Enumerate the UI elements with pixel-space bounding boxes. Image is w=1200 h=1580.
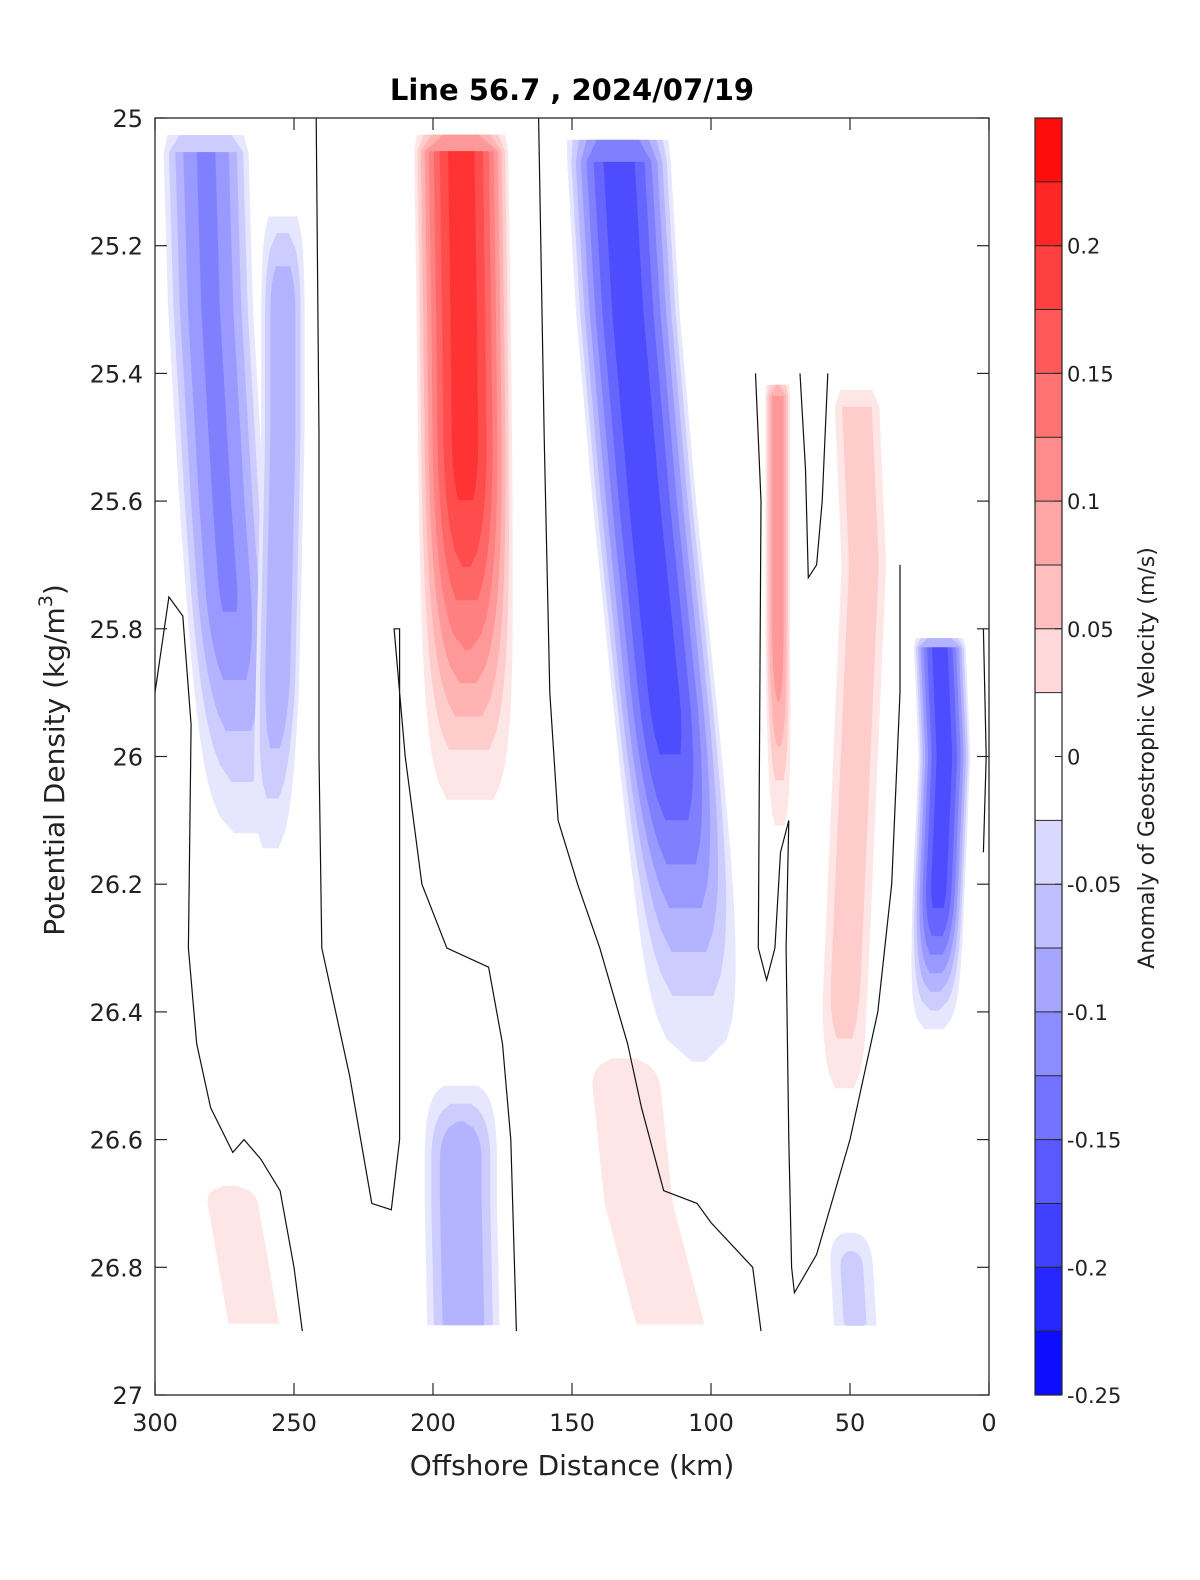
x-tick-label: 50 — [835, 1409, 866, 1437]
x-tick-label: 200 — [410, 1409, 456, 1437]
colorbar-tick-label: -0.25 — [1067, 1384, 1121, 1408]
contour-band — [439, 1121, 485, 1326]
colorbar-segment — [1035, 245, 1062, 310]
x-tick-label: 150 — [549, 1409, 595, 1437]
colorbar-tick-label: -0.15 — [1067, 1129, 1121, 1153]
x-axis-label: Offshore Distance (km) — [410, 1449, 735, 1482]
colorbar-segment — [1035, 118, 1062, 182]
y-tick-label: 26.8 — [90, 1254, 143, 1282]
colorbar-segment — [1035, 820, 1062, 885]
field-core-9 — [207, 1185, 279, 1324]
x-tick-label: 100 — [688, 1409, 734, 1437]
field-core-2 — [414, 134, 513, 800]
y-tick-label: 25.8 — [90, 616, 143, 644]
y-tick-label: 25.2 — [90, 233, 143, 261]
colorbar-segment — [1035, 501, 1062, 565]
colorbar-tick-label: 0.1 — [1067, 490, 1100, 514]
x-tick-label: 300 — [132, 1409, 178, 1437]
x-axis: 300 250 200 150 100 50 0 — [132, 118, 997, 1437]
y-tick-label: 25.4 — [90, 360, 143, 388]
velocity-field — [163, 134, 971, 1326]
field-core-3 — [567, 139, 736, 1062]
field-core-8 — [592, 1058, 705, 1325]
colorbar-segment — [1035, 1075, 1062, 1140]
contour-band — [772, 396, 784, 702]
zero-contour-line — [315, 118, 517, 1332]
contour-band — [207, 1185, 279, 1324]
zero-contour-line — [538, 118, 762, 1332]
colorbar-segment — [1035, 437, 1062, 502]
colorbar-tick-label: 0 — [1067, 746, 1080, 770]
y-axis-label-tail: ) — [38, 584, 71, 595]
field-core-6 — [911, 638, 971, 1030]
y-tick-label: 26.2 — [90, 871, 143, 899]
field-core-7 — [424, 1085, 500, 1326]
y-tick-label: 25.6 — [90, 488, 143, 516]
colorbar-tick-label: -0.2 — [1067, 1256, 1108, 1280]
y-tick-label: 25 — [112, 105, 143, 133]
colorbar-tick-label: -0.1 — [1067, 1001, 1108, 1025]
y-axis-label: Potential Density (kg/m3) — [35, 584, 71, 936]
contour-band — [830, 406, 879, 1039]
colorbar-segment — [1035, 1203, 1062, 1268]
field-core-10 — [830, 1232, 877, 1326]
zero-contour-line — [799, 373, 829, 580]
y-tick-label: 26 — [112, 744, 143, 772]
colorbar-segment — [1035, 1011, 1062, 1076]
field-core-5 — [822, 390, 886, 1089]
contour-band — [592, 1058, 705, 1325]
zero-contour-line — [155, 595, 303, 1332]
colorbar-segment — [1035, 628, 1062, 693]
chart-title: Line 56.7 , 2024/07/19 — [390, 73, 754, 107]
colorbar-segment — [1035, 1139, 1062, 1204]
field-core-0 — [163, 135, 278, 834]
x-tick-label: 0 — [981, 1409, 996, 1437]
colorbar-label: Anomaly of Geostrophic Velocity (m/s) — [1135, 547, 1160, 969]
zero-contours — [155, 118, 987, 1332]
x-tick-label: 250 — [271, 1409, 317, 1437]
colorbar-segment — [1035, 948, 1062, 1012]
colorbar-tick-label: 0.15 — [1067, 362, 1114, 386]
field-core-4 — [765, 384, 791, 826]
colorbar-segment — [1035, 309, 1062, 374]
zero-contour-line — [754, 373, 901, 1295]
y-axis: 25 25.2 25.4 25.6 25.8 26 26.2 26.4 26.6 26.8 27 — [90, 105, 989, 1410]
contour-band — [840, 1251, 867, 1326]
contour-band — [448, 151, 479, 501]
contour-band — [603, 161, 682, 755]
y-tick-label: 27 — [112, 1382, 143, 1410]
colorbar-segment — [1035, 884, 1062, 949]
zero-contour-line — [982, 628, 987, 853]
colorbar-tick-label: 0.05 — [1067, 618, 1114, 642]
y-axis-label-superscript: 3 — [35, 595, 57, 607]
contour-band — [265, 266, 296, 749]
y-axis-label-main: Potential Density (kg/m — [38, 607, 71, 936]
y-tick-label: 26.4 — [90, 999, 143, 1027]
y-tick-label: 26.6 — [90, 1127, 143, 1155]
colorbar: 0.2 0.15 0.1 0.05 0 -0.05 -0.1 -0.15 -0.2 -0.25 — [1034, 117, 1121, 1408]
colorbar-segment — [1035, 1267, 1062, 1332]
colorbar-segment — [1035, 373, 1062, 438]
field-core-1 — [254, 216, 305, 849]
contour-band — [196, 152, 238, 612]
colorbar-segment — [1035, 564, 1062, 629]
colorbar-tick-label: -0.05 — [1067, 873, 1121, 897]
colorbar-segment — [1035, 1331, 1062, 1395]
colorbar-segment — [1035, 181, 1062, 246]
colorbar-tick-label: 0.2 — [1067, 235, 1100, 259]
contour-band — [931, 647, 953, 909]
